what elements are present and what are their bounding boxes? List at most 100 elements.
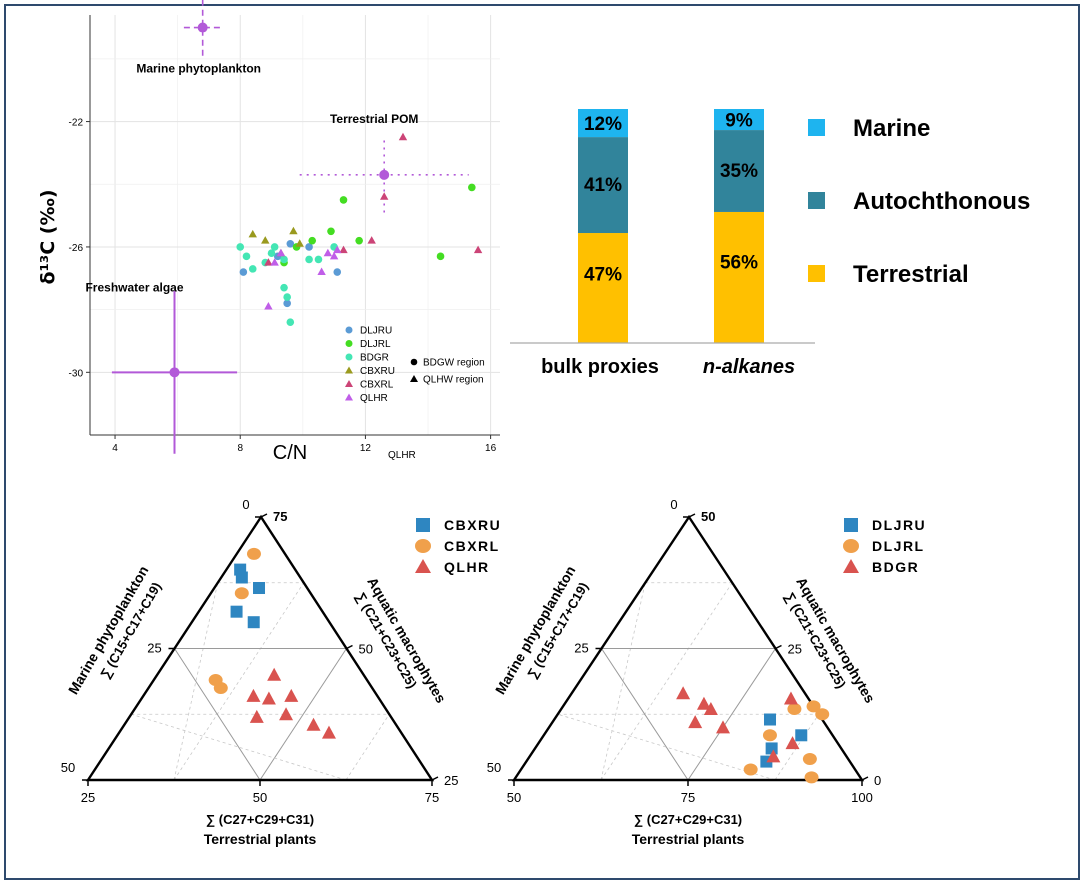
- figure-frame: [4, 4, 1080, 880]
- legend-shape-circle: [410, 358, 418, 366]
- point-dljrl: [355, 236, 363, 245]
- point-qlhr: [317, 267, 326, 276]
- bar-label-autochthonous-bulk-proxies: 41%: [584, 175, 622, 196]
- point-cbxru: [289, 226, 298, 235]
- ternary-grid-line: [600, 582, 646, 781]
- ternary-plot-right: 50 25 0 50 25 0 50 75 100 ∑ (C27+C29+C31) Terrestr…: [487, 497, 925, 847]
- ternary-bottom-title: Terrestrial plants: [632, 831, 745, 847]
- stacked-bar-chart: 47% 41% 12% 56% 35% 9% bulk proxies n-alkanes…: [510, 109, 1030, 378]
- ternary-bottom-title: Terrestrial plants: [204, 831, 317, 847]
- point-dljrl: [308, 236, 317, 245]
- point-bdgr: [286, 318, 295, 326]
- ternary-point-qlhr: [249, 709, 264, 723]
- bar-label-marine-bulk-proxies: 12%: [584, 114, 622, 135]
- bar-category-bulk-proxies: bulk proxies: [541, 356, 659, 378]
- x-tick-label: 8: [237, 443, 243, 454]
- bar-legend-swatch-autochthonous: [808, 192, 825, 209]
- y-tick-label: -22: [69, 118, 84, 129]
- ternary-bottom-tick-label: 50: [253, 790, 267, 805]
- endmember-point-terrestrial-pom: [379, 169, 390, 180]
- ternary-legend-marker-qlhr: [415, 559, 431, 573]
- point-bdgr: [305, 255, 313, 264]
- ternary-point-cbxrl: [234, 587, 249, 600]
- ternary-point-bdgr: [676, 686, 691, 700]
- point-bdgr: [248, 265, 257, 273]
- point-dljrl: [436, 252, 445, 261]
- legend-marker-cbxru: [345, 366, 353, 374]
- ternary-legend-marker-dljru: [844, 518, 858, 532]
- bar-legend-label-autochthonous: Autochthonous: [853, 188, 1030, 215]
- point-dljru: [333, 268, 342, 276]
- ternary-grid-line: [173, 582, 219, 781]
- ternary-grid-line: [687, 648, 776, 781]
- point-qlhr: [270, 258, 279, 266]
- x-tick-label: 12: [360, 443, 372, 454]
- ternary-point-dljrl: [815, 708, 830, 721]
- point-cbxrl: [339, 245, 348, 254]
- endmember-label-freshwater-algae: Freshwater algae: [85, 280, 183, 294]
- ternary-bottom-tick-label: 100: [851, 790, 873, 805]
- ternary-legend-marker-bdgr: [843, 559, 859, 573]
- ternary-point-bdgr: [688, 715, 703, 729]
- legend-marker-dljrl: [345, 340, 353, 347]
- ternary-grid-line: [774, 714, 820, 781]
- ternary-legend-label-qlhr: QLHR: [444, 559, 490, 575]
- ternary-point-cbxrl: [208, 674, 223, 687]
- ternary-plot-left: 50 25 0 75 50 25 25 50 75 ∑ (C27+C29+C31) Terrestr…: [61, 497, 501, 847]
- ternary-right-tick-label: 25: [444, 773, 458, 788]
- bar-legend-label-marine: Marine: [853, 115, 930, 142]
- ternary-point-bdgr: [703, 701, 718, 715]
- legend-shape-triangle: [410, 375, 418, 382]
- point-dljru: [283, 299, 291, 308]
- ternary-point-dljru: [765, 742, 778, 755]
- ternary-point-dljrl: [762, 729, 777, 742]
- ternary-legend-label-cbxru: CBXRU: [444, 517, 501, 533]
- ternary-point-cbxru: [230, 605, 243, 618]
- x-tick-label: 16: [485, 443, 497, 454]
- ternary-point-qlhr: [284, 688, 299, 702]
- ternary-grid-line: [259, 648, 347, 781]
- ternary-left-tick-label: 25: [574, 641, 588, 656]
- scatter-ticks: 4 8 12 16 -30 -26 -22: [69, 118, 497, 454]
- endmember-label-marine-phytoplankton: Marine phytoplankton: [136, 62, 261, 76]
- ternary-point-dljrl: [743, 763, 758, 776]
- ternary-tick: [260, 513, 268, 518]
- ternary-point-dljrl: [802, 752, 817, 765]
- bar-label-terrestrial-bulk-proxies: 47%: [584, 264, 622, 285]
- ternary-point-dljru: [795, 729, 808, 742]
- ternary-point-qlhr: [306, 717, 321, 731]
- ternary-point-dljrl: [804, 771, 819, 784]
- ternary-point-dljrl: [787, 702, 802, 715]
- ternary-tick: [346, 644, 353, 650]
- legend-label-bdgr: BDGR: [360, 353, 389, 364]
- point-qlhr: [276, 248, 286, 257]
- bar-segment-marine-bulk-proxies: [578, 109, 628, 138]
- scatter-plot-area: [90, 15, 500, 435]
- ternary-bottom-formula: ∑ (C27+C29+C31): [206, 812, 314, 827]
- endmember-point-marine-phytoplankton: [197, 22, 208, 33]
- point-bdgr: [283, 293, 291, 301]
- point-dljrl: [339, 196, 348, 204]
- ternary-right-tick-label: 50: [359, 642, 373, 657]
- ternary-tick: [775, 644, 782, 650]
- legend-label-dljru: DLJRU: [360, 326, 392, 337]
- x-tick-label: 4: [112, 443, 118, 454]
- scatter-legend: DLJRU DLJRL BDGR CBXRU CBXRL QLHR BDGW region Q…: [345, 326, 485, 404]
- legend-shape-label-bdgw-region: BDGW region: [423, 358, 485, 369]
- ternary-left-tick-label: 0: [242, 497, 249, 512]
- ternary-bottom-tick-label: 75: [681, 790, 695, 805]
- bar-legend-swatch-marine: [808, 119, 825, 136]
- ternary-grid-line: [557, 713, 776, 781]
- legend-shape-label-qlhw-region: QLHW region: [423, 375, 484, 386]
- scatter-y-label: δ¹³C (‰): [37, 190, 59, 285]
- point-bdgr: [236, 243, 245, 251]
- bar-segment-marine-n-alkanes: [714, 109, 764, 131]
- ternary-grid-line: [131, 713, 347, 781]
- point-dljrl: [327, 227, 335, 236]
- point-qlhr: [333, 245, 342, 254]
- ternary-point-bdgr: [785, 736, 800, 750]
- ternary-point-cbxrl: [246, 547, 261, 560]
- bar-segment-terrestrial-n-alkanes: [714, 211, 764, 343]
- bar-legend-swatch-terrestrial: [808, 265, 825, 282]
